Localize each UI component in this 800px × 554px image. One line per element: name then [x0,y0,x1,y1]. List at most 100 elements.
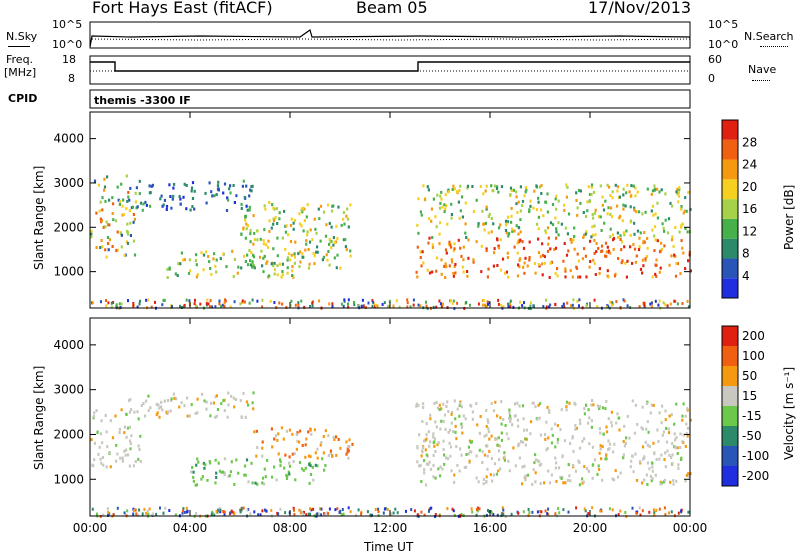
velocity-cell [138,447,141,451]
velocity-cell [471,410,474,414]
velocity-cell [327,434,330,438]
power-cell [227,198,230,202]
power-cell [177,262,180,266]
power-cell [229,191,232,195]
velocity-cell [689,418,692,422]
velocity-cell [653,513,656,517]
power-cell [294,240,297,244]
velocity-cell [217,508,220,512]
velocity-cell [607,448,610,452]
power-cell [513,229,516,233]
power-cell [129,221,132,225]
velocity-cell [591,445,594,449]
velocity-cell [270,475,274,479]
power-cell [570,238,574,242]
velocity-cell [534,458,538,462]
power-cell [248,205,251,209]
power-cell [657,303,660,307]
velocity-cell [650,403,654,407]
power-cell [327,203,330,207]
power-cell [141,208,144,212]
power-cell [638,236,641,240]
power-cell [517,239,520,243]
power-cell [112,202,115,206]
velocity-cell [583,407,586,411]
power-cell [191,181,195,185]
velocity-cell [425,422,428,426]
velocity-cell [646,420,649,424]
velocity-cell [169,409,172,413]
power-cell [564,269,567,273]
x-tick-label: 00:00 [73,521,108,535]
velocity-cell [562,508,565,512]
velocity-cell [204,463,207,467]
power-cell [541,273,544,277]
velocity-cell [309,473,313,476]
velocity-cell [214,458,217,462]
power-cell [166,267,169,271]
power-cell [549,221,553,225]
power-cell [479,185,482,188]
velocity-cell [274,434,278,438]
velocity-cell [565,405,568,409]
nsky-panel-frame [89,21,691,49]
power-cell [459,184,462,188]
nsky-tick-high: 10^5 [52,18,83,31]
power-cell [233,300,236,304]
velocity-cell [534,471,537,475]
velocity-cell [345,440,348,444]
velocity-cell [554,512,557,516]
power-cell [126,241,130,245]
velocity-cell [665,440,669,444]
power-cell [423,198,427,202]
velocity-cell [220,470,223,474]
power-cell [263,228,266,232]
power-cell [439,201,442,205]
velocity-cell [172,392,175,396]
velocity-cell [454,430,457,434]
velocity-cell [242,506,245,510]
power-cell [103,188,106,192]
power-cell [456,301,459,305]
power-cell [656,216,659,220]
velocity-colorbar-segment [722,386,738,406]
velocity-cell [293,513,296,516]
velocity-colorbar-tick: 15 [742,389,757,403]
velocity-cell [429,467,433,471]
power-cell [609,227,612,231]
power-cell [594,233,597,237]
velocity-cell [523,464,526,468]
power-cell [339,266,342,270]
power-cell [120,302,123,306]
power-cell [159,197,162,201]
power-cell [244,214,247,218]
power-cell [293,219,297,222]
power-cell [242,179,245,183]
power-cell [551,223,555,227]
velocity-cell [528,511,531,515]
velocity-cell [285,477,289,480]
velocity-cell [215,471,218,475]
power-cell [206,298,209,302]
power-cell [298,250,302,254]
power-cell [466,270,469,273]
power-cell [606,183,609,187]
power-cell [500,185,504,189]
power-cell [383,301,386,305]
velocity-cell [282,437,285,441]
velocity-cell [624,511,627,514]
power-cell [446,222,449,226]
velocity-cell [562,481,565,485]
power-cell [555,194,558,198]
power-cell [519,185,522,189]
power-cell [100,300,102,304]
power-cell [425,300,427,304]
velocity-cell [285,429,288,433]
power-cell [669,302,672,306]
velocity-cell [347,449,350,453]
power-cell [537,237,540,241]
velocity-cell [681,440,684,444]
power-cell [322,210,326,214]
velocity-cell [284,453,287,457]
power-cell [430,219,433,223]
